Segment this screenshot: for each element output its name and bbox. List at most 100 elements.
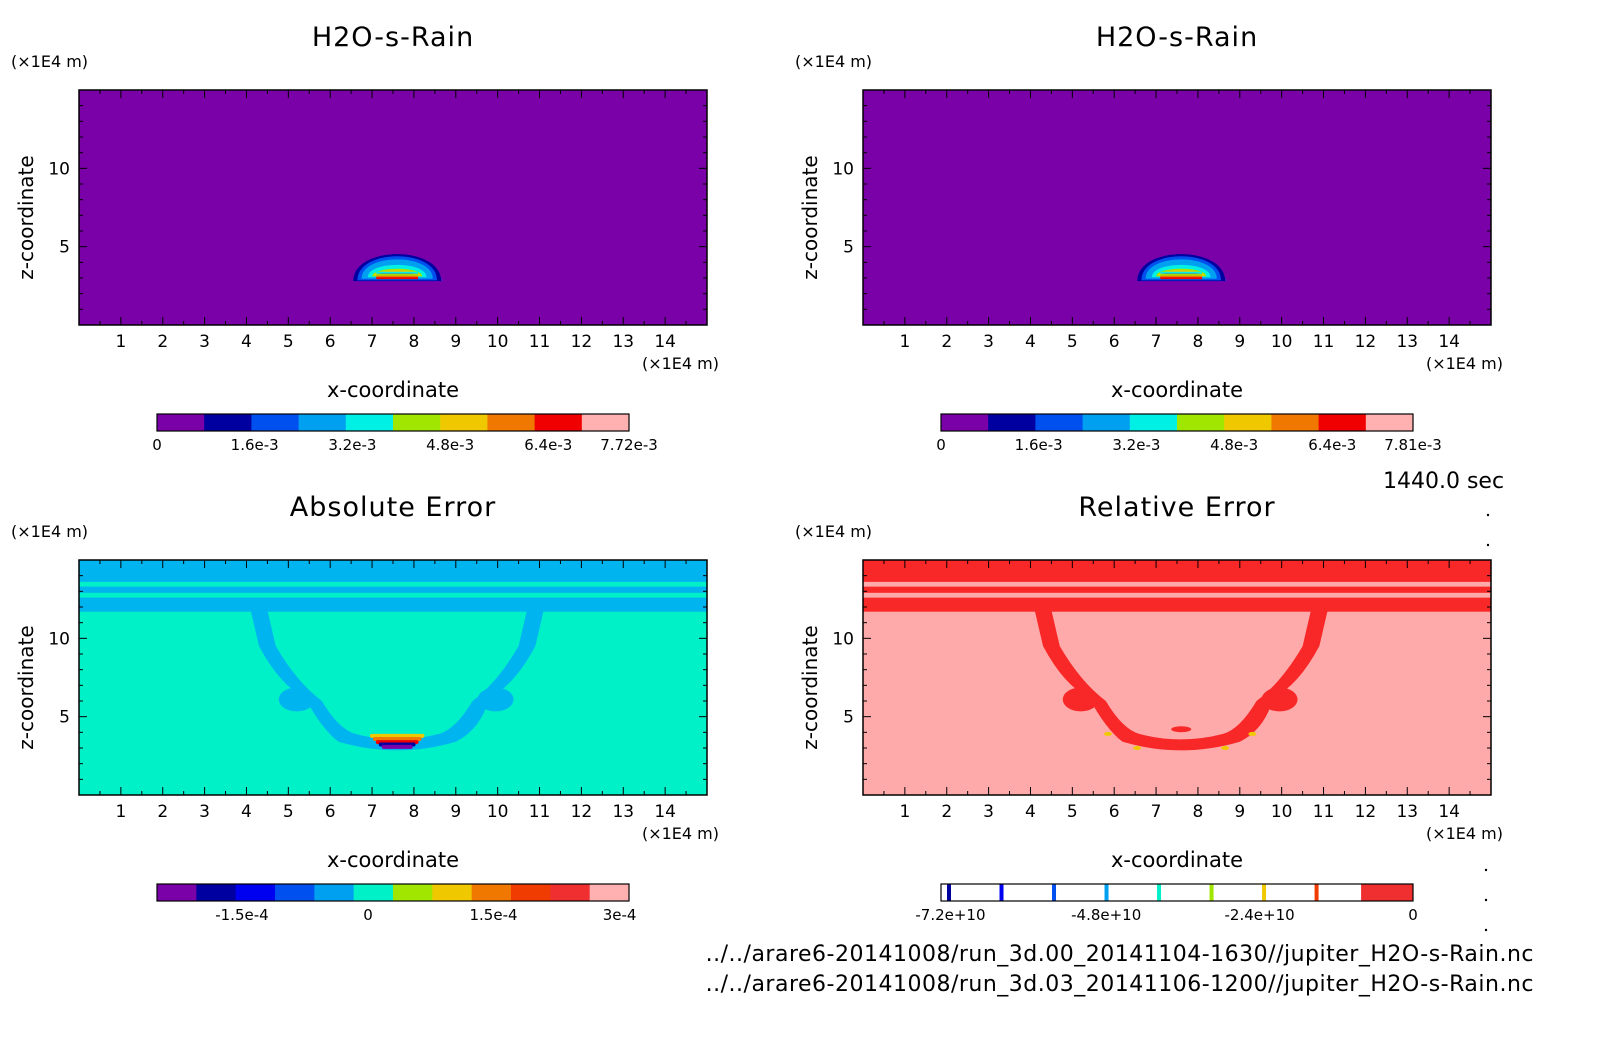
colorbar-tick-label: 3.2e-3	[328, 436, 376, 454]
x-tick-label: 5	[1067, 802, 1078, 822]
x-tick-label: 12	[1355, 332, 1377, 352]
error-bowl	[250, 610, 544, 751]
colorbar-tick-label: 0	[936, 436, 946, 454]
colorbar-tick-label: 7.72e-3	[600, 436, 658, 454]
x-tick-label: 4	[1025, 802, 1036, 822]
gap-2	[79, 592, 707, 598]
x-tick-label: 3	[983, 332, 994, 352]
x-tick-label: 4	[1025, 332, 1036, 352]
x-tick-label: 1	[115, 332, 126, 352]
x-tick-label: 2	[157, 332, 168, 352]
x-tick-label: 9	[450, 802, 461, 822]
colorbar-segment	[393, 414, 441, 431]
x-unit-label: (×1E4 m)	[1426, 354, 1503, 373]
contour-stripe-2	[1160, 275, 1203, 278]
field-contours	[1137, 254, 1228, 282]
x-tick-label: 6	[325, 332, 336, 352]
panel-title: Relative Error	[1078, 492, 1275, 523]
y-tick-label: 10	[832, 159, 854, 179]
contour-stripe-2	[376, 275, 419, 278]
colorbar-segment	[1129, 414, 1178, 431]
margin-dot	[1484, 868, 1488, 872]
gap-2	[863, 592, 1491, 598]
y-tick-label: 5	[59, 238, 70, 258]
x-tick-label: 12	[571, 332, 593, 352]
x-tick-label: 1	[899, 332, 910, 352]
x-tick-label: 10	[487, 802, 509, 822]
colorbar-segment	[511, 884, 551, 901]
x-tick-label: 11	[529, 332, 551, 352]
error-lobe-right	[477, 687, 514, 712]
colorbar-frame	[156, 883, 630, 902]
colorbar-tick-label: 1.5e-4	[470, 906, 518, 924]
upper-gap	[863, 581, 1491, 587]
x-axis-label: x-coordinate	[1111, 848, 1243, 872]
x-tick-label: 9	[450, 332, 461, 352]
x-tick-label: 5	[283, 802, 294, 822]
band-2	[863, 586, 1491, 593]
rel-error-dot-0	[1103, 731, 1112, 736]
x-unit-label: (×1E4 m)	[642, 354, 719, 373]
margin-dot	[1484, 928, 1488, 932]
colorbar-segment	[581, 414, 630, 431]
contour-stripe-1	[376, 274, 419, 277]
rel-error-dot-2	[1133, 746, 1142, 750]
x-tick-label: 12	[571, 802, 593, 822]
colorbar-segment	[1035, 414, 1084, 431]
panel-title: H2O-s-Rain	[1096, 22, 1258, 53]
y-axis-label: z-coordinate	[14, 155, 38, 279]
band-2	[79, 586, 707, 593]
colorbar-segment	[487, 414, 536, 431]
colorbar-tick-label: 0	[1408, 906, 1418, 924]
colorbar-segment	[432, 884, 473, 901]
rel-error-dot-1	[1248, 731, 1257, 736]
band-3	[863, 597, 1491, 612]
error-lobe-right	[1261, 687, 1298, 712]
x-tick-label: 7	[1151, 332, 1162, 352]
y-tick-label: 10	[832, 629, 854, 649]
colorbar-level-line	[1104, 884, 1109, 901]
colorbar: 0 1.6e-3 3.2e-3 4.8e-3 6.4e-3 7.81e-3	[936, 413, 1442, 454]
x-tick-label: 8	[1193, 802, 1204, 822]
margin-dot	[1486, 513, 1490, 517]
y-axis-label: z-coordinate	[798, 625, 822, 749]
rel-error-dot-3	[1221, 746, 1230, 750]
y-unit-label: (×1E4 m)	[11, 522, 88, 541]
colorbar-tick-label: 4.8e-3	[426, 436, 474, 454]
colorbar: 0 1.6e-3 3.2e-3 4.8e-3 6.4e-3 7.72e-3	[152, 413, 658, 454]
colorbar-background	[941, 884, 1413, 901]
panel-title: Absolute Error	[290, 492, 496, 523]
colorbar-segment	[941, 414, 989, 431]
colorbar-tick-label: 6.4e-3	[1308, 436, 1356, 454]
colorbar: -7.2e+10 -4.8e+10 -2.4e+10 0	[915, 883, 1418, 924]
colorbar-segment	[314, 884, 355, 901]
colorbar-segment	[440, 414, 488, 431]
panel-title: H2O-s-Rain	[312, 22, 474, 53]
colorbar-tick-label: -2.4e+10	[1225, 906, 1295, 924]
colorbar-tick-label: 0	[363, 906, 373, 924]
colorbar-level-line	[1209, 884, 1214, 901]
colorbar-segment	[1271, 414, 1320, 431]
x-tick-label: 10	[487, 332, 509, 352]
colorbar-frame	[940, 413, 1414, 432]
colorbar-segment	[298, 414, 347, 431]
field-contours	[863, 560, 1491, 751]
x-tick-label: 7	[367, 802, 378, 822]
x-tick-label: 6	[1109, 802, 1120, 822]
x-tick-label: 13	[612, 802, 634, 822]
colorbar-segment	[251, 414, 300, 431]
x-tick-label: 11	[529, 802, 551, 822]
x-tick-label: 4	[241, 802, 252, 822]
x-tick-label: 8	[409, 332, 420, 352]
upper-gap	[79, 581, 707, 587]
colorbar-tick-label: 7.81e-3	[1384, 436, 1442, 454]
colorbar-segment	[393, 884, 433, 901]
colorbar-segment	[345, 414, 394, 431]
y-tick-label: 10	[48, 159, 70, 179]
rel-error-cap	[1171, 726, 1192, 733]
colorbar-level-line	[1262, 884, 1267, 901]
time-label: 1440.0 sec	[1383, 469, 1505, 494]
contour-stripe-0	[1160, 271, 1203, 274]
x-tick-label: 9	[1234, 802, 1245, 822]
colorbar-end-segment	[1361, 884, 1413, 901]
